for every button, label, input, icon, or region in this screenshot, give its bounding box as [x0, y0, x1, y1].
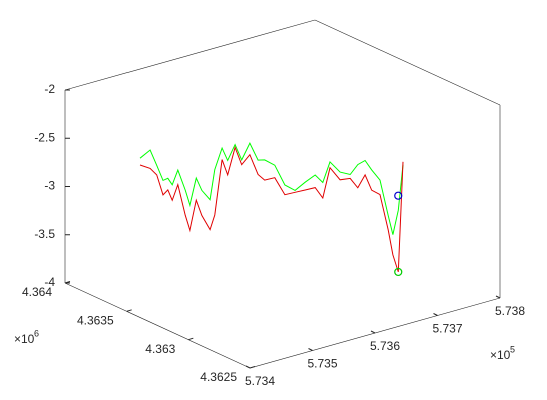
z-tick-label: -3 [44, 179, 55, 193]
x-tick [245, 365, 251, 369]
x-tick [495, 295, 501, 299]
y-tick [188, 337, 194, 341]
x-tick [308, 348, 313, 351]
series-line [139, 145, 404, 273]
y-tick-label: 4.3625 [200, 370, 237, 384]
y-tick-label: 4.364 [22, 285, 52, 299]
axis-multiplier-power: 5 [510, 344, 515, 354]
marker [394, 267, 403, 277]
x-tick-label: 5.738 [495, 304, 525, 318]
axis-multiplier: ×10 [14, 332, 35, 346]
x-tick-label: 5.737 [432, 322, 462, 336]
axis-multiplier-power: 6 [34, 328, 39, 338]
x-tick-label: 5.735 [307, 357, 337, 371]
axis-multiplier: ×10 [490, 348, 511, 362]
z-tick-label: -2.5 [34, 130, 55, 144]
z-tick-label: -2 [44, 82, 55, 96]
marker [394, 191, 403, 200]
x-tick-label: 5.736 [370, 339, 400, 353]
box-edge [64, 19, 316, 91]
z-tick-label: -4 [44, 275, 55, 289]
box-edge [64, 282, 251, 369]
x-tick-label: 5.734 [245, 374, 275, 388]
x-tick [433, 313, 438, 316]
box-edge [314, 19, 501, 106]
y-tick-label: 4.3635 [77, 314, 114, 328]
series-line [139, 141, 404, 235]
z-tick-label: -3.5 [34, 227, 55, 241]
y-tick-label: 4.363 [145, 342, 175, 356]
x-tick [370, 330, 376, 334]
y-tick [249, 366, 256, 369]
y-tick [126, 309, 132, 312]
y-tick [64, 281, 71, 284]
